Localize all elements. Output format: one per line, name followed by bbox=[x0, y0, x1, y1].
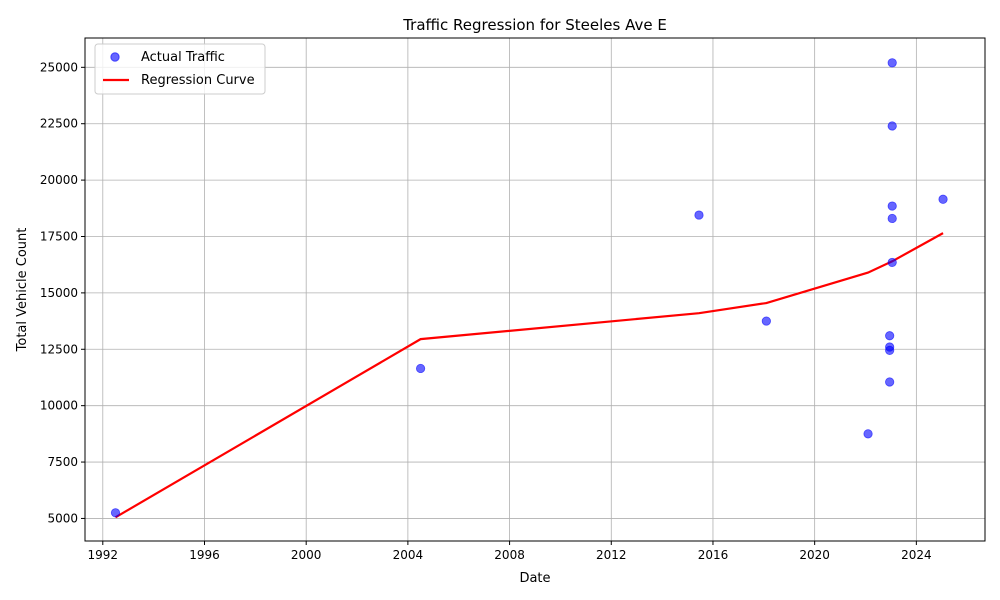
x-tick-label: 1992 bbox=[88, 548, 119, 562]
y-tick-label: 22500 bbox=[40, 117, 78, 131]
actual-traffic-series bbox=[110, 58, 948, 518]
y-tick-label: 10000 bbox=[40, 399, 78, 413]
data-point bbox=[863, 429, 873, 439]
legend-box bbox=[94, 43, 266, 95]
legend-marker-actual-traffic bbox=[110, 52, 120, 62]
chart-title: Traffic Regression for Steeles Ave E bbox=[402, 16, 667, 34]
data-point bbox=[885, 345, 895, 356]
data-point bbox=[938, 194, 948, 204]
legend: Actual Traffic Regression Curve bbox=[94, 43, 266, 95]
data-point bbox=[761, 316, 771, 326]
x-axis: 1992 1996 2000 2004 2008 2012 2016 2020 2024 bbox=[88, 541, 932, 562]
y-tick-label: 7500 bbox=[47, 455, 78, 469]
legend-label-actual-traffic: Actual Traffic bbox=[141, 50, 225, 65]
y-tick-label: 15000 bbox=[40, 286, 78, 300]
y-tick-label: 20000 bbox=[40, 173, 78, 187]
x-tick-label: 2020 bbox=[799, 548, 830, 562]
y-axis: 5000 7500 10000 12500 15000 17500 20000 22500 25… bbox=[40, 60, 85, 525]
data-point bbox=[885, 377, 895, 387]
data-point bbox=[887, 257, 897, 268]
data-point bbox=[885, 331, 895, 341]
y-axis-label: Total Vehicle Count bbox=[15, 228, 30, 353]
x-tick-label: 2016 bbox=[698, 548, 729, 562]
x-axis-label: Date bbox=[519, 571, 550, 586]
grid bbox=[85, 38, 985, 541]
y-tick-label: 5000 bbox=[47, 511, 78, 525]
data-point bbox=[887, 213, 897, 224]
legend-label-regression-curve: Regression Curve bbox=[141, 73, 255, 88]
x-tick-label: 2024 bbox=[901, 548, 932, 562]
data-point bbox=[887, 121, 897, 131]
data-point bbox=[415, 363, 426, 374]
data-point bbox=[694, 210, 704, 220]
x-tick-label: 1996 bbox=[189, 548, 220, 562]
plot-frame bbox=[84, 37, 986, 542]
data-point bbox=[887, 201, 897, 211]
data-point bbox=[887, 58, 897, 68]
data-point bbox=[110, 508, 121, 518]
y-tick-label: 25000 bbox=[40, 60, 78, 74]
x-tick-label: 2012 bbox=[596, 548, 627, 562]
y-tick-label: 12500 bbox=[40, 342, 78, 356]
x-tick-label: 2000 bbox=[291, 548, 322, 562]
x-tick-label: 2004 bbox=[393, 548, 424, 562]
y-tick-label: 17500 bbox=[40, 229, 78, 243]
x-tick-label: 2008 bbox=[494, 548, 525, 562]
